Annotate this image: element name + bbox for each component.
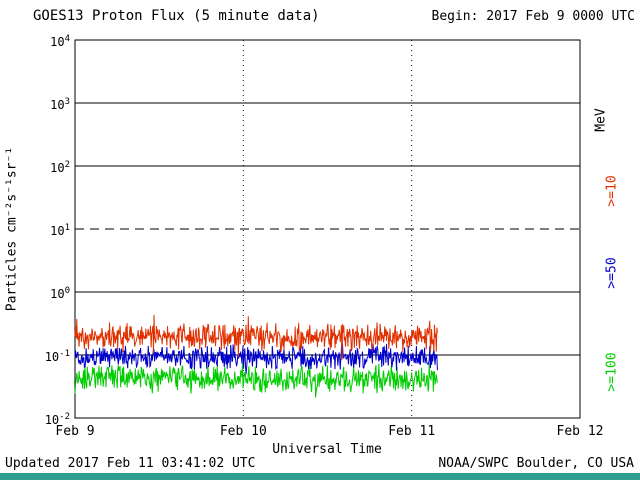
y-tick-label: 10-2 <box>44 412 70 427</box>
updated-timestamp-label: Updated 2017 Feb 11 03:41:02 UTC <box>5 456 256 471</box>
y-tick-label: 103 <box>50 97 70 112</box>
series-threshold-label: >=10 <box>604 175 620 207</box>
x-tick-label: Feb 10 <box>219 424 267 439</box>
y-tick-label: 101 <box>50 223 70 238</box>
y-axis-label: Particles cm⁻²s⁻¹sr⁻¹ <box>4 146 20 312</box>
credit-label: NOAA/SWPC Boulder, CO USA <box>438 456 634 471</box>
series-threshold-label: >=100 <box>604 352 620 392</box>
y-tick-label: 102 <box>50 160 70 175</box>
x-axis-label: Universal Time <box>272 442 382 457</box>
begin-time-label: Begin: 2017 Feb 9 0000 UTC <box>431 9 636 24</box>
series-threshold-label: >=50 <box>604 257 620 289</box>
series-trace-100 <box>74 362 438 398</box>
y-tick-label: 100 <box>50 286 70 301</box>
x-tick-label: Feb 9 <box>55 424 95 439</box>
x-tick-label: Feb 11 <box>388 424 436 439</box>
y-tick-label: 10-1 <box>44 349 70 364</box>
x-tick-label: Feb 12 <box>556 424 604 439</box>
y-tick-label: 104 <box>50 34 70 49</box>
footer-bar <box>0 473 640 480</box>
series-trace-10 <box>74 314 438 360</box>
chart-title: GOES13 Proton Flux (5 minute data) <box>33 8 320 24</box>
series-trace-50 <box>74 340 438 375</box>
unit-label: MeV <box>593 108 609 132</box>
